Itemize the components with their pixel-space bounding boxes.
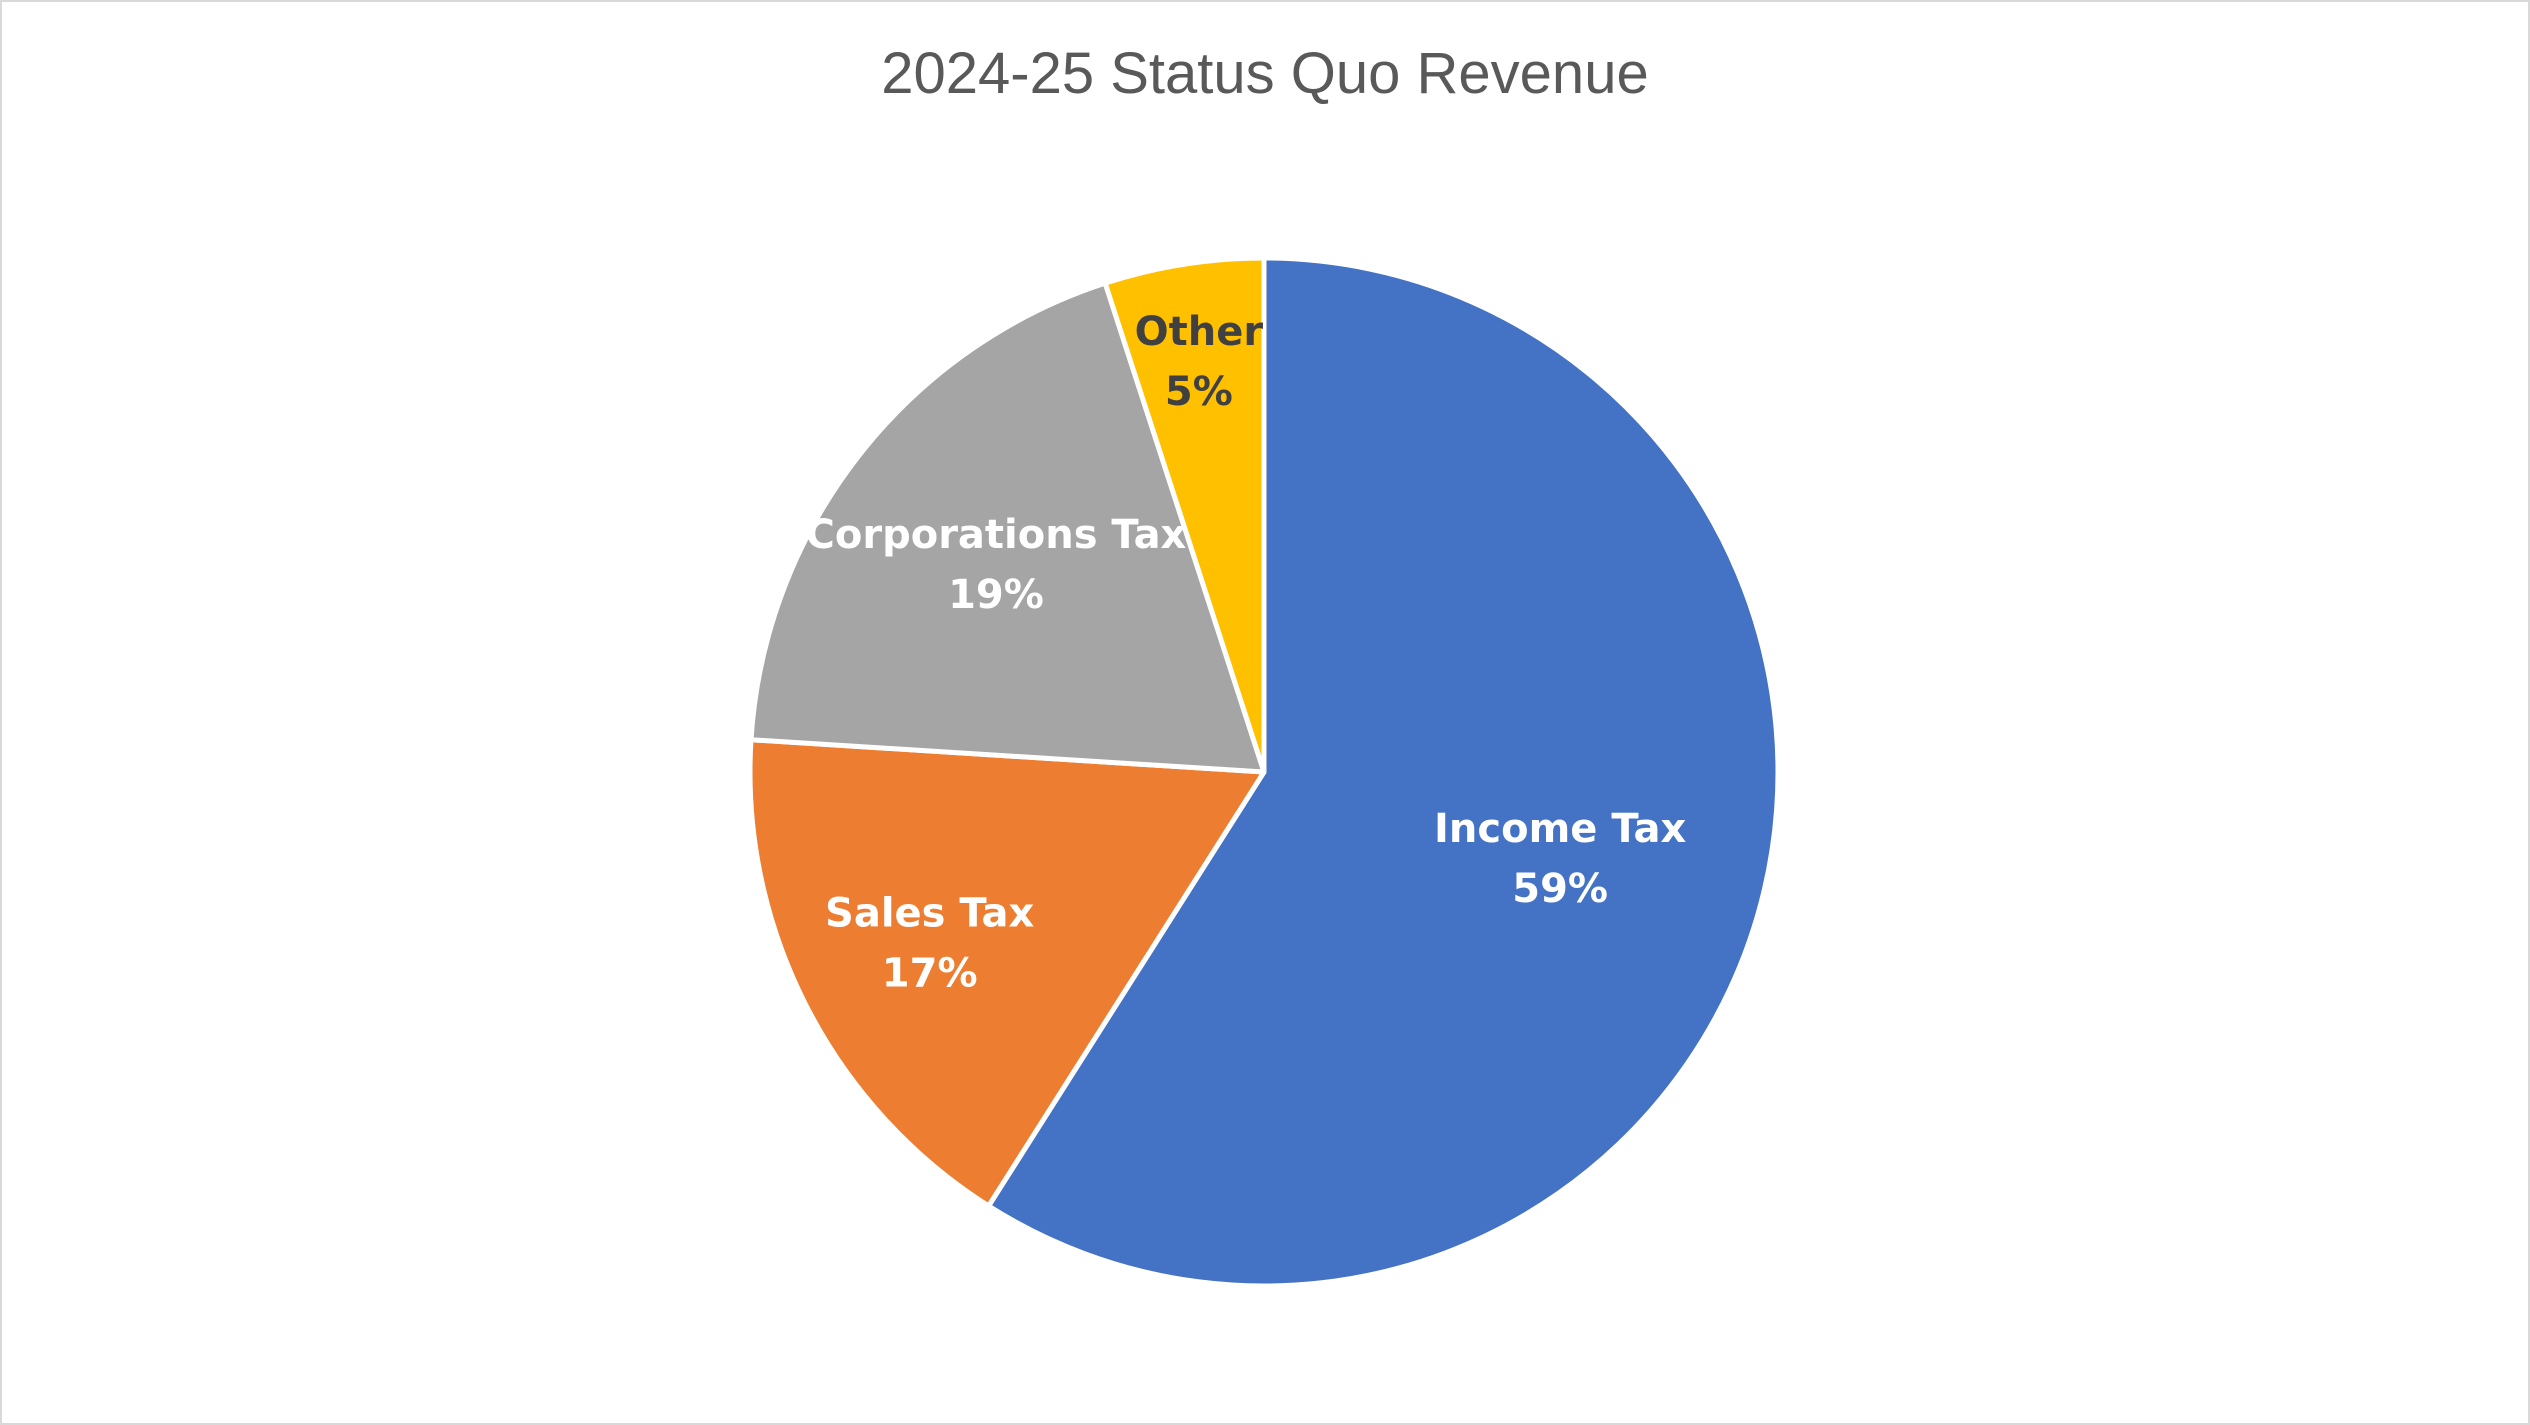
data-label-category: Corporations Tax — [806, 512, 1187, 558]
data-label-sales-tax: Sales Tax 17% — [825, 890, 1034, 996]
data-label-income-tax: Income Tax 59% — [1434, 806, 1686, 912]
data-label-value: 59% — [1512, 866, 1608, 912]
data-label-value: 5% — [1165, 369, 1233, 415]
data-label-category: Income Tax — [1434, 806, 1686, 852]
pie-slice-other — [1102, 255, 1267, 775]
data-label-value: 17% — [882, 950, 978, 996]
pie-slice-corporations-tax — [748, 280, 1267, 775]
pie-slices — [747, 255, 1781, 1289]
data-label-corporations-tax: Corporations Tax 19% — [806, 512, 1187, 618]
pie-slice-sales-tax — [747, 737, 1267, 1209]
pie-labels: Income Tax 59% Sales Tax 17% Corporations Ta… — [806, 309, 1687, 997]
data-label-value: 19% — [948, 572, 1044, 618]
data-label-category: Other — [1135, 309, 1264, 355]
chart-title: 2024-25 Status Quo Revenue — [881, 41, 1649, 106]
data-label-category: Sales Tax — [825, 890, 1034, 936]
data-label-other: Other 5% — [1135, 309, 1264, 415]
pie-slice-income-tax — [986, 255, 1781, 1289]
